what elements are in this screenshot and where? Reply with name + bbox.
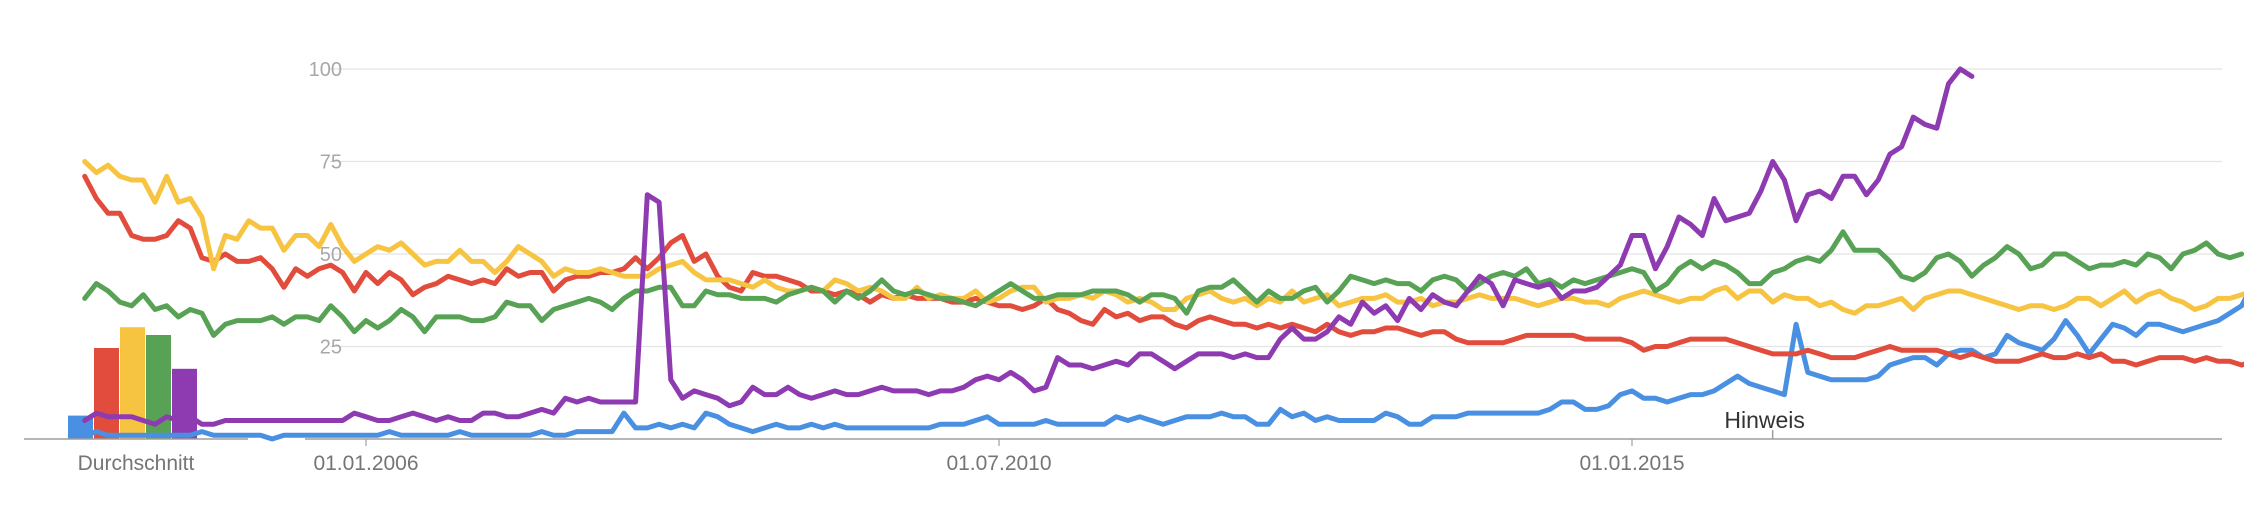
series-line-3	[82, 229, 2244, 338]
series-line-0	[82, 295, 2244, 442]
average-bar-1	[94, 348, 119, 439]
average-bars	[68, 327, 197, 439]
line-series	[82, 66, 2244, 442]
x-tick-label-0: 01.01.2006	[313, 452, 418, 475]
y-tick-label-50: 50	[320, 244, 342, 266]
series-line-4	[82, 66, 1975, 427]
series-line-1	[82, 173, 2244, 368]
x-tick-label-2: 01.01.2015	[1579, 452, 1684, 475]
y-tick-label-75: 75	[320, 152, 342, 174]
y-tick-label-100: 100	[309, 59, 342, 81]
average-bar-4	[172, 368, 197, 439]
average-axis-label: Durchschnitt	[78, 452, 195, 475]
x-axis-ticks: 01.01.2006 01.07.2010 01.01.2015	[313, 439, 1685, 475]
x-tick-label-1: 01.07.2010	[946, 452, 1051, 475]
annotation[interactable]: Hinweis	[1724, 407, 1805, 439]
y-tick-label-25: 25	[320, 337, 342, 359]
annotation-label[interactable]: Hinweis	[1724, 407, 1805, 433]
y-grid: 25 50 75 100	[309, 59, 2222, 359]
